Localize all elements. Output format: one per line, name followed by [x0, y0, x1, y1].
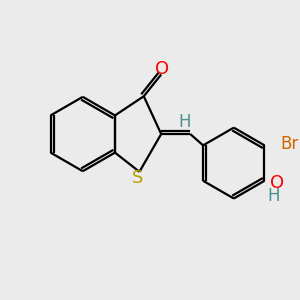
Text: O: O [155, 60, 169, 78]
Text: S: S [132, 169, 144, 187]
Text: H: H [179, 113, 191, 131]
Text: H: H [267, 187, 279, 205]
Text: Br: Br [280, 135, 299, 153]
Text: O: O [270, 174, 284, 192]
